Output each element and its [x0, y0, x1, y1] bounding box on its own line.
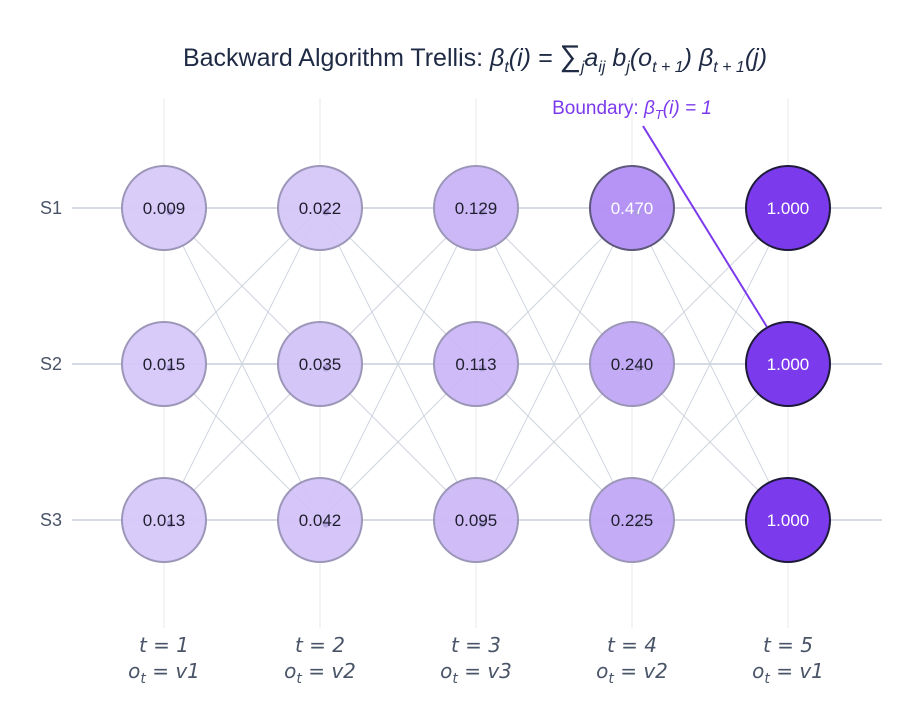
diagram-title: Backward Algorithm Trellis: βt(i) = ∑jai…: [183, 40, 767, 76]
node-center-dot: [322, 364, 330, 372]
observation-label: ot = v2: [284, 659, 356, 687]
trellis-node: 0.013: [121, 477, 207, 563]
observation-label: ot = v2: [596, 659, 668, 687]
node-center-dot: [634, 520, 642, 528]
node-circle: [277, 165, 363, 251]
transition-edge: [319, 207, 477, 521]
node-value: 0.015: [143, 355, 186, 374]
node-value: 0.240: [611, 355, 654, 374]
node-circle: [745, 321, 831, 407]
transition-edge: [475, 207, 633, 521]
node-center-dot: [166, 364, 174, 372]
node-value: 1.000: [767, 355, 810, 374]
node-circle: [589, 477, 675, 563]
state-label: S3: [40, 510, 62, 530]
transition-edge: [163, 207, 321, 521]
observation-label: ot = v1: [752, 659, 824, 687]
node-circle: [277, 477, 363, 563]
annotation-label: Boundary: βT(i) = 1: [552, 98, 712, 122]
trellis-node: 0.095: [433, 477, 519, 563]
node-circle: [121, 477, 207, 563]
node-value: 0.095: [455, 511, 498, 530]
time-label: t = 3: [451, 633, 501, 657]
node-circle: [433, 321, 519, 407]
state-label: S2: [40, 354, 62, 374]
node-center-dot: [478, 208, 486, 216]
boundary-annotation: Boundary: βT(i) = 1: [552, 98, 768, 328]
node-value: 0.225: [611, 511, 654, 530]
trellis-node: 0.225: [589, 477, 675, 563]
observation-label: ot = v3: [440, 659, 512, 687]
node-circle: [745, 165, 831, 251]
trellis-node: 0.009: [121, 165, 207, 251]
trellis-node: 0.015: [121, 321, 207, 407]
node-center-dot: [478, 520, 486, 528]
node-center-dot: [166, 520, 174, 528]
node-value: 0.022: [299, 199, 342, 218]
node-center-dot: [634, 208, 642, 216]
node-value: 0.113: [455, 355, 496, 374]
trellis-node: 0.022: [277, 165, 363, 251]
trellis-nodes: 0.009 0.022 0.129 0.470 1.000 0.015 0.035 0.113…: [121, 165, 831, 563]
time-label: t = 1: [139, 633, 189, 657]
node-circle: [121, 321, 207, 407]
node-center-dot: [478, 364, 486, 372]
node-center-dot: [634, 364, 642, 372]
node-center-dot: [322, 208, 330, 216]
node-value: 0.035: [299, 355, 342, 374]
state-label: S1: [40, 198, 62, 218]
node-value: 1.000: [767, 511, 810, 530]
transition-edge: [631, 207, 789, 521]
node-center-dot: [166, 208, 174, 216]
trellis-node: 1.000: [745, 321, 831, 407]
trellis-node: 0.042: [277, 477, 363, 563]
node-value: 1.000: [767, 199, 810, 218]
trellis-node: 0.129: [433, 165, 519, 251]
annotation-arrow: [642, 125, 768, 328]
node-circle: [433, 165, 519, 251]
node-value: 0.042: [299, 511, 342, 530]
node-circle: [589, 321, 675, 407]
trellis-node: 0.035: [277, 321, 363, 407]
node-value: 0.009: [143, 199, 186, 218]
node-circle: [433, 477, 519, 563]
node-value: 0.470: [611, 199, 654, 218]
observation-label: ot = v1: [128, 659, 200, 687]
time-label: t = 5: [763, 633, 813, 657]
node-circle: [121, 165, 207, 251]
trellis-node: 0.240: [589, 321, 675, 407]
trellis-node: 0.470: [589, 165, 675, 251]
node-value: 0.013: [143, 511, 186, 530]
node-value: 0.129: [455, 199, 498, 218]
node-circle: [745, 477, 831, 563]
node-circle: [277, 321, 363, 407]
time-label: t = 2: [295, 633, 345, 657]
trellis-node: 0.113: [433, 321, 519, 407]
time-label: t = 4: [607, 633, 657, 657]
node-center-dot: [322, 520, 330, 528]
trellis-node: 1.000: [745, 165, 831, 251]
node-circle: [589, 165, 675, 251]
trellis-node: 1.000: [745, 477, 831, 563]
